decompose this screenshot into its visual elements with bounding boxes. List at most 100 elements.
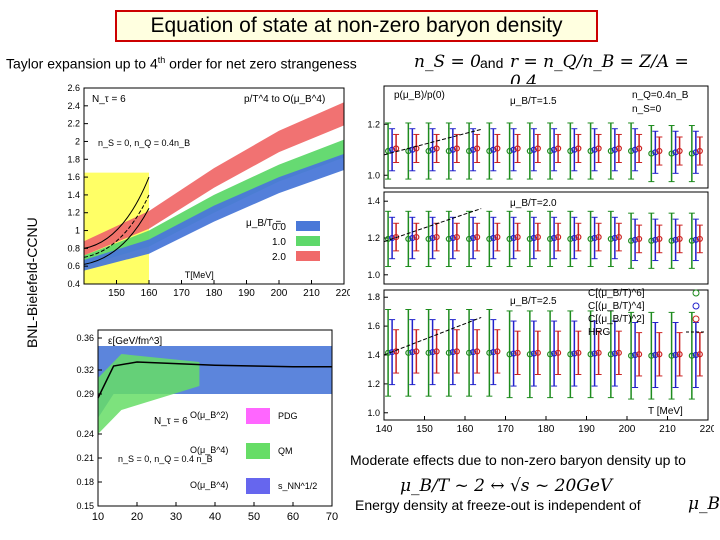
xtick-label: 50 bbox=[248, 511, 260, 523]
ytick-label: 0.24 bbox=[76, 429, 94, 439]
data-point bbox=[425, 349, 432, 356]
xtick-label: 170 bbox=[497, 424, 514, 435]
data-point bbox=[615, 233, 622, 241]
data-point bbox=[696, 235, 703, 243]
data-point bbox=[473, 348, 481, 355]
hrg-curve bbox=[83, 176, 150, 249]
ytick-label: 2 bbox=[75, 136, 80, 146]
data-point bbox=[656, 351, 663, 358]
data-point bbox=[514, 145, 521, 152]
data-point bbox=[465, 349, 473, 356]
data-point bbox=[652, 236, 659, 243]
data-point bbox=[571, 146, 578, 153]
data-point bbox=[668, 237, 675, 244]
data-point bbox=[571, 234, 578, 242]
pressure-chart: 0.4 0.6 0.8 1 1.2 1.4 1.6 1.8 2 2.2 2.4 2.6 150 160 17… bbox=[48, 78, 350, 300]
data-point bbox=[668, 150, 675, 157]
side-label: BNL-Bielefeld-CCNU bbox=[24, 217, 40, 348]
data-point bbox=[672, 149, 679, 156]
energy-line bbox=[97, 361, 332, 399]
data-point bbox=[648, 237, 655, 244]
xtick-label: 70 bbox=[326, 511, 338, 523]
data-point bbox=[469, 349, 477, 356]
ytick-label: 1.8 bbox=[67, 154, 80, 164]
data-point bbox=[688, 150, 695, 157]
data-point bbox=[611, 350, 618, 357]
data-point bbox=[392, 145, 400, 152]
hrg-curve bbox=[83, 194, 150, 258]
data-point bbox=[615, 145, 622, 152]
chart-title: p(μ_B)/p(0) bbox=[394, 90, 445, 101]
data-point bbox=[433, 348, 440, 355]
ytick-label: 1.4 bbox=[67, 190, 80, 200]
data-point bbox=[425, 235, 432, 243]
ytick-label: 1.0 bbox=[367, 170, 380, 180]
band-qm bbox=[98, 354, 200, 434]
xtick-label: 210 bbox=[659, 424, 676, 435]
data-point bbox=[486, 147, 493, 155]
data-point bbox=[615, 349, 622, 356]
data-point bbox=[534, 233, 541, 241]
data-point bbox=[607, 235, 614, 243]
data-point bbox=[405, 235, 412, 243]
legend-label: 1.0 bbox=[272, 237, 286, 248]
data-point bbox=[696, 351, 703, 358]
xtick-label: 180 bbox=[206, 288, 223, 299]
data-point bbox=[632, 351, 639, 359]
data-point bbox=[692, 351, 699, 359]
data-point bbox=[490, 146, 497, 153]
panel-label: μ_B/T=1.5 bbox=[510, 96, 557, 107]
ytick-label: 0.21 bbox=[76, 453, 94, 463]
data-point bbox=[494, 233, 501, 241]
data-point bbox=[433, 233, 440, 241]
ytick-label: 1.6 bbox=[67, 172, 80, 182]
ytick-label: 1.8 bbox=[367, 292, 380, 302]
data-point bbox=[696, 147, 703, 155]
note-energy-density: Energy density at freeze-out is independ… bbox=[355, 497, 641, 513]
data-point bbox=[692, 236, 699, 243]
data-point bbox=[555, 349, 562, 356]
subtitle-prefix: Taylor expansion up to 4 bbox=[6, 55, 158, 72]
legend-swatch bbox=[246, 443, 270, 459]
data-point bbox=[534, 349, 541, 356]
legend-swatch bbox=[246, 478, 270, 494]
data-point bbox=[688, 237, 695, 244]
data-point bbox=[692, 149, 699, 156]
band-0.0 bbox=[84, 153, 344, 271]
panel-label: μ_B/T=2.0 bbox=[510, 198, 557, 209]
ytick-label: 1.2 bbox=[367, 379, 380, 389]
data-point bbox=[473, 145, 481, 152]
data-point bbox=[392, 348, 400, 355]
ytick-label: 0.4 bbox=[67, 279, 80, 289]
annotation: n_S = 0, n_Q = 0.4n_B bbox=[98, 138, 190, 148]
xtick-label: 40 bbox=[209, 511, 221, 523]
legend-swatch bbox=[296, 236, 320, 246]
data-point bbox=[530, 234, 537, 242]
data-point bbox=[413, 233, 420, 241]
data-point bbox=[530, 350, 537, 357]
data-point bbox=[676, 351, 683, 358]
xtick-label: 190 bbox=[238, 288, 255, 299]
data-point bbox=[490, 349, 497, 356]
data-point bbox=[409, 146, 416, 153]
xtick-label: 210 bbox=[303, 288, 320, 299]
data-point bbox=[514, 233, 521, 241]
data-point bbox=[575, 145, 582, 152]
xtick-label: 220 bbox=[336, 288, 350, 299]
chart-title: p/T^4 to O(μ_B^4) bbox=[244, 94, 325, 105]
annotation: n_S=0 bbox=[632, 104, 662, 115]
ytick-label: 0.18 bbox=[76, 477, 94, 487]
legend-name: PDG bbox=[278, 411, 298, 421]
xtick-label: 30 bbox=[170, 511, 182, 523]
chart-title: ε[GeV/fm^3] bbox=[108, 336, 162, 347]
data-point bbox=[510, 234, 517, 242]
legend-name: QM bbox=[278, 446, 293, 456]
data-point bbox=[530, 146, 537, 153]
data-point bbox=[526, 235, 533, 243]
slide-title: Equation of state at non-zero baryon den… bbox=[115, 10, 598, 42]
data-point bbox=[555, 233, 562, 241]
xtick-label: 200 bbox=[271, 288, 288, 299]
data-point bbox=[587, 147, 594, 155]
ytick-label: 1.6 bbox=[367, 321, 380, 331]
